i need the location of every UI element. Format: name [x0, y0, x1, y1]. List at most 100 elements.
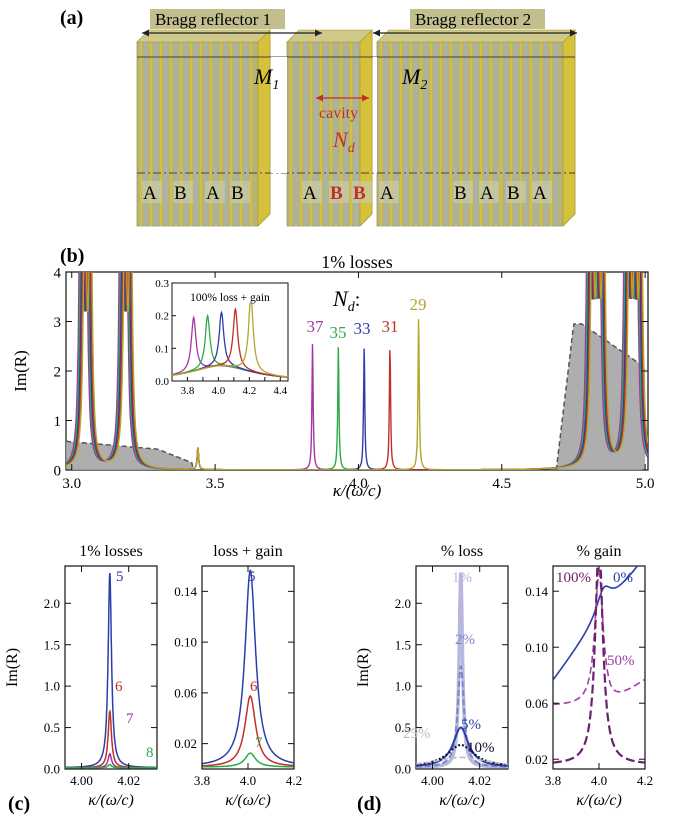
nd-annotation-subscript: d [348, 300, 356, 315]
layer-letter: A [380, 183, 394, 204]
x-tick-label: 5.0 [636, 476, 655, 492]
series-line-2% [416, 664, 508, 768]
reflector-side-face [257, 29, 271, 227]
y-tick-label: 0.5 [395, 720, 411, 735]
y-tick-label: 0.06 [174, 685, 197, 700]
panel-label-d: (d) [357, 793, 381, 815]
y-tick-label: 0.0 [395, 762, 411, 777]
y-tick-label: 0.14 [525, 584, 548, 599]
layer-letter: B [174, 183, 187, 204]
series-line-100pct [553, 566, 645, 764]
letter-bg [379, 181, 399, 203]
chart-title: % loss [441, 543, 483, 560]
y-tick-label: 0.10 [174, 635, 197, 650]
reflector-top-face [286, 29, 373, 43]
chart-panel-d-gain: 3.8 4.0 4.2 0.02 0.06 0.10 0.14 % gain κ/(ω/c) 0%… [525, 543, 653, 809]
nd-annotation: Nd: [332, 286, 360, 315]
layer-letter: B [231, 183, 244, 204]
inset-x-tick-label: 4.0 [212, 385, 226, 397]
band-shade-right [556, 324, 646, 470]
x-tick-label: 4.02 [468, 773, 491, 788]
x-tick-label: 4.5 [492, 476, 511, 492]
x-axis-label: κ/(ω/c) [333, 481, 382, 500]
x-tick-label: 3.8 [545, 773, 561, 788]
chart-panel-b: 1% losses κ/(ω/c) Im(R) 3.0 3.5 4.0 4.5 5.0 0 1 2 3… [11, 252, 655, 500]
schematic-panel-a: Bragg reflector 1 Bragg reflector 2M1 M2ca… [136, 9, 577, 227]
reflector-top-face [136, 29, 271, 43]
y-tick-label: 2.0 [44, 596, 60, 611]
gap [373, 57, 377, 173]
series-label-8: 8 [146, 745, 154, 761]
y-tick-label: 0.14 [174, 584, 197, 599]
y-axis-label: Im(R) [355, 648, 372, 687]
x-axis-label: κ/(ω/c) [88, 792, 134, 809]
series-label-7: 7 [126, 711, 134, 727]
series-label-35: 35 [330, 323, 347, 342]
x-tick-label: 4.2 [637, 773, 653, 788]
letter-bg [205, 181, 225, 203]
series-label-31: 31 [382, 317, 399, 336]
band-edge-right [555, 323, 646, 470]
series-label-6: 6 [115, 679, 123, 695]
x-axis-label: κ/(ω/c) [576, 792, 622, 809]
series-label-2%: 2% [455, 632, 475, 648]
letter-bg [453, 181, 473, 203]
series-line-5 [202, 569, 294, 765]
x-tick-label: 4.02 [117, 773, 140, 788]
inset-frame [171, 282, 289, 382]
letter-bg [302, 181, 322, 203]
bragg2-arrow-head-right [570, 29, 577, 37]
series-label-33: 33 [354, 319, 371, 338]
y-tick-label: 1.5 [395, 637, 411, 652]
layer-letter: A [303, 183, 317, 204]
bragg-reflector-2-label: Bragg reflector 2 [415, 10, 531, 29]
plot-area [416, 572, 508, 769]
y-tick-label: 0.10 [525, 640, 548, 655]
series-label-7: 7 [255, 735, 263, 751]
inset-y-tick-label: 0.1 [155, 343, 169, 355]
y-tick-label: 0.02 [174, 736, 197, 751]
panel-label-b: (b) [60, 245, 84, 267]
m2-subscript: 2 [420, 78, 427, 93]
layer-letter: B [507, 183, 520, 204]
y-tick-label: 1.0 [395, 679, 411, 694]
series-label-10%: 10% [467, 740, 495, 756]
inset-x-tick-label: 4.2 [242, 385, 256, 397]
series-label-5%: 5% [461, 717, 481, 733]
x-axis-label: κ/(ω/c) [439, 792, 485, 809]
cavity-arrow-head-right [362, 94, 369, 102]
inset-y-tick-label: 0.3 [155, 278, 169, 290]
series-line-10% [416, 744, 508, 766]
x-tick-label: 4.00 [421, 773, 444, 788]
letter-bg [479, 181, 499, 203]
y-tick-label: 0.02 [525, 752, 548, 767]
bragg1-arrow-head-right [315, 29, 322, 37]
x-tick-label: 4.00 [70, 773, 93, 788]
band-edge-left [66, 440, 195, 470]
series-label-6: 6 [250, 679, 258, 695]
y-tick-label: 1.0 [44, 679, 60, 694]
chart-panel-c-losses: 4.00 4.02 0.0 0.5 1.0 1.5 2.0 1% losses κ/(ω/c) I… [4, 543, 158, 809]
chart-title: 1% losses [79, 543, 143, 560]
inset-y-tick-label: 0.2 [155, 311, 169, 323]
inset-series-line-29 [172, 293, 289, 378]
inset-plot-area [171, 293, 289, 378]
layer-letter: B [330, 183, 343, 204]
series-label-100%: 100% [556, 570, 591, 586]
y-axis-label: Im(R) [11, 350, 30, 392]
m1-subscript: 1 [272, 78, 279, 93]
y-tick-label: 1.5 [44, 637, 60, 652]
y-tick-label: 0.06 [525, 696, 548, 711]
x-tick-label: 4.2 [286, 773, 302, 788]
series-line-5% [416, 726, 508, 767]
plot-area [65, 572, 157, 769]
panel-label-a: (a) [60, 7, 83, 29]
reflector-side-face [562, 29, 576, 227]
y-tick-label: 0.0 [44, 762, 60, 777]
series-label-1%: 1% [452, 570, 472, 586]
series-line-6 [202, 695, 294, 767]
layer-letter: A [480, 183, 494, 204]
inset-x-tick-label: 4.4 [273, 385, 287, 397]
inset-x-tick-label: 3.8 [181, 385, 195, 397]
chart-title: loss + gain [213, 543, 282, 560]
